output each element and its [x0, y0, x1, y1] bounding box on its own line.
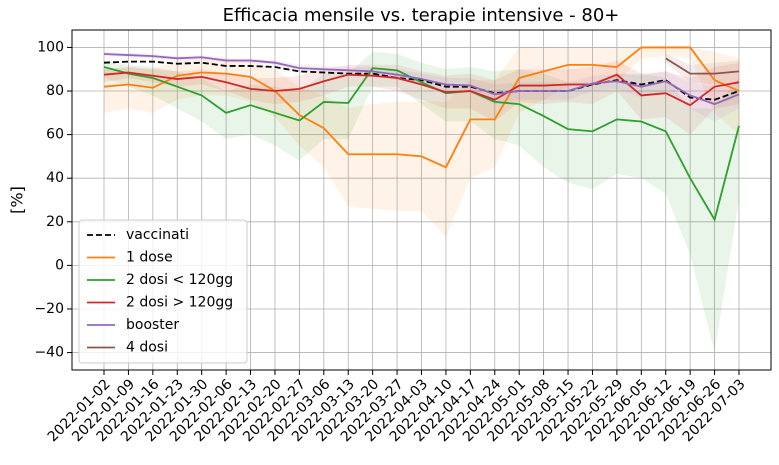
y-tick-label: 40: [46, 170, 64, 186]
legend-label: 4 dosi: [126, 340, 168, 356]
confidence-band: [104, 51, 739, 353]
legend-label: 1 dose: [126, 250, 173, 266]
series-line: [665, 57, 740, 75]
y-tick-label: 20: [46, 214, 64, 230]
confidence-band: [104, 47, 739, 238]
legend: vaccinati 1 dose 2 dosi < 120gg 2 dosi > 12…: [78, 219, 248, 364]
series-line: [103, 60, 740, 101]
y-tick-label: 80: [46, 83, 64, 99]
series-line: [103, 46, 740, 169]
legend-label: booster: [126, 317, 179, 333]
y-tick-label: 0: [55, 257, 64, 273]
y-axis-label: [%]: [8, 186, 27, 214]
series-line: [103, 53, 740, 106]
y-tick-label: −40: [34, 345, 64, 361]
confidence-band: [104, 60, 739, 135]
legend-label: 2 dosi < 120gg: [126, 272, 233, 288]
y-tick-label: 60: [46, 127, 64, 143]
confidence-band: [665, 53, 739, 85]
legend-label: vaccinati: [126, 227, 189, 243]
y-tick-label: 100: [37, 39, 64, 55]
plot-frame: [71, 29, 772, 371]
confidence-band: [104, 51, 739, 122]
series-line: [103, 71, 740, 107]
legend-box: [78, 219, 248, 364]
series-line: [103, 66, 740, 222]
chart-title: Efficacia mensile vs. terapie intensive …: [223, 5, 620, 26]
y-tick-label: −20: [34, 301, 64, 317]
legend-label: 2 dosi > 120gg: [126, 295, 233, 311]
